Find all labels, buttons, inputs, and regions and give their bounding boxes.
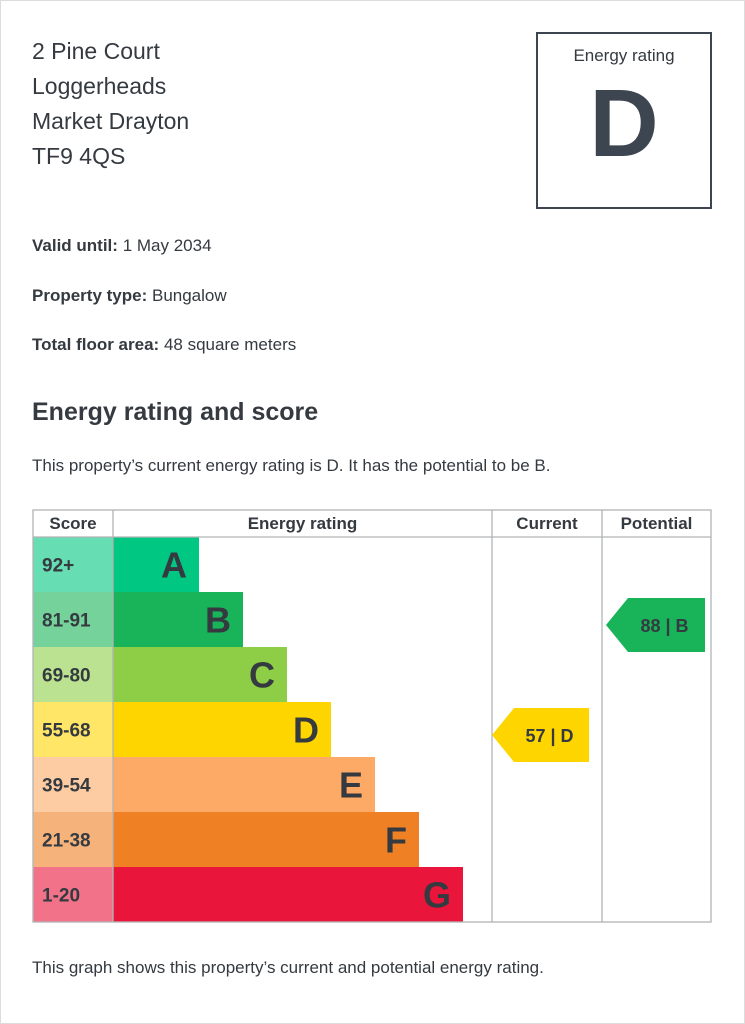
fact-floor-area: Total floor area: 48 square meters bbox=[32, 335, 296, 385]
chart-caption: This graph shows this property’s current… bbox=[32, 958, 544, 977]
energy-rating-box: Energy rating D bbox=[536, 32, 712, 209]
fact-label: Valid until: bbox=[32, 236, 118, 255]
score-cell bbox=[33, 757, 113, 812]
score-cell bbox=[33, 867, 113, 922]
section-title: Energy rating and score bbox=[32, 398, 319, 426]
current-rating-label: 57 | D bbox=[525, 726, 573, 746]
energy-rating-letter: D bbox=[589, 70, 659, 177]
chart-border bbox=[32, 509, 712, 923]
address-line-3: Market Drayton bbox=[32, 108, 190, 134]
rating-band-letter: E bbox=[339, 765, 363, 806]
score-label: 92+ bbox=[42, 556, 74, 577]
rating-band-letter: C bbox=[249, 655, 275, 696]
rating-bar bbox=[113, 867, 463, 922]
fact-label: Property type: bbox=[32, 285, 148, 305]
address-line-2: Loggerheads bbox=[32, 73, 167, 99]
property-address: 2 Pine Court Loggerheads Market Drayton … bbox=[32, 34, 189, 174]
energy-rating-box-label: Energy rating bbox=[573, 46, 675, 65]
potential-rating-label: 88 | B bbox=[640, 616, 688, 636]
property-facts: Valid until: 1 May 2034 Property type: B… bbox=[32, 236, 296, 385]
current-rating-arrow bbox=[492, 708, 589, 762]
rating-band-letter: G bbox=[423, 875, 451, 916]
score-label: 1-20 bbox=[42, 886, 80, 907]
rating-bar bbox=[113, 592, 243, 647]
column-header: Energy rating bbox=[248, 514, 358, 533]
score-label: 39-54 bbox=[42, 776, 91, 797]
rating-bar bbox=[113, 812, 419, 867]
rating-band-letter: D bbox=[293, 710, 319, 751]
rating-band-letter: F bbox=[385, 820, 407, 861]
fact-valid-until: Valid until: 1 May 2034 bbox=[32, 236, 296, 286]
score-label: 81-91 bbox=[42, 611, 91, 632]
rating-band-letter: B bbox=[205, 600, 231, 641]
rating-bar bbox=[113, 537, 199, 592]
fact-value: 1 May 2034 bbox=[122, 236, 212, 255]
column-header: Potential bbox=[621, 514, 693, 533]
score-label: 69-80 bbox=[42, 666, 91, 687]
fact-property-type: Property type: Bungalow bbox=[32, 286, 296, 336]
rating-bar bbox=[113, 702, 331, 757]
fact-value: Bungalow bbox=[151, 285, 227, 305]
score-label: 55-68 bbox=[42, 721, 91, 742]
potential-rating-arrow bbox=[606, 598, 705, 652]
score-cell bbox=[33, 537, 113, 592]
column-header: Current bbox=[516, 514, 578, 533]
rating-bar bbox=[113, 757, 375, 812]
address-line-1: 2 Pine Court bbox=[32, 38, 160, 64]
score-cell bbox=[33, 647, 113, 702]
column-header: Score bbox=[49, 514, 96, 533]
score-cell bbox=[33, 812, 113, 867]
fact-value: 48 square meters bbox=[163, 335, 297, 354]
address-postcode: TF9 4QS bbox=[32, 143, 126, 169]
score-cell bbox=[33, 702, 113, 757]
rating-summary: This property’s current energy rating is… bbox=[32, 456, 551, 475]
score-cell bbox=[33, 592, 113, 647]
rating-bar bbox=[113, 647, 287, 702]
rating-band-letter: A bbox=[161, 545, 187, 586]
fact-label: Total floor area: bbox=[32, 335, 160, 354]
score-label: 21-38 bbox=[42, 831, 91, 852]
